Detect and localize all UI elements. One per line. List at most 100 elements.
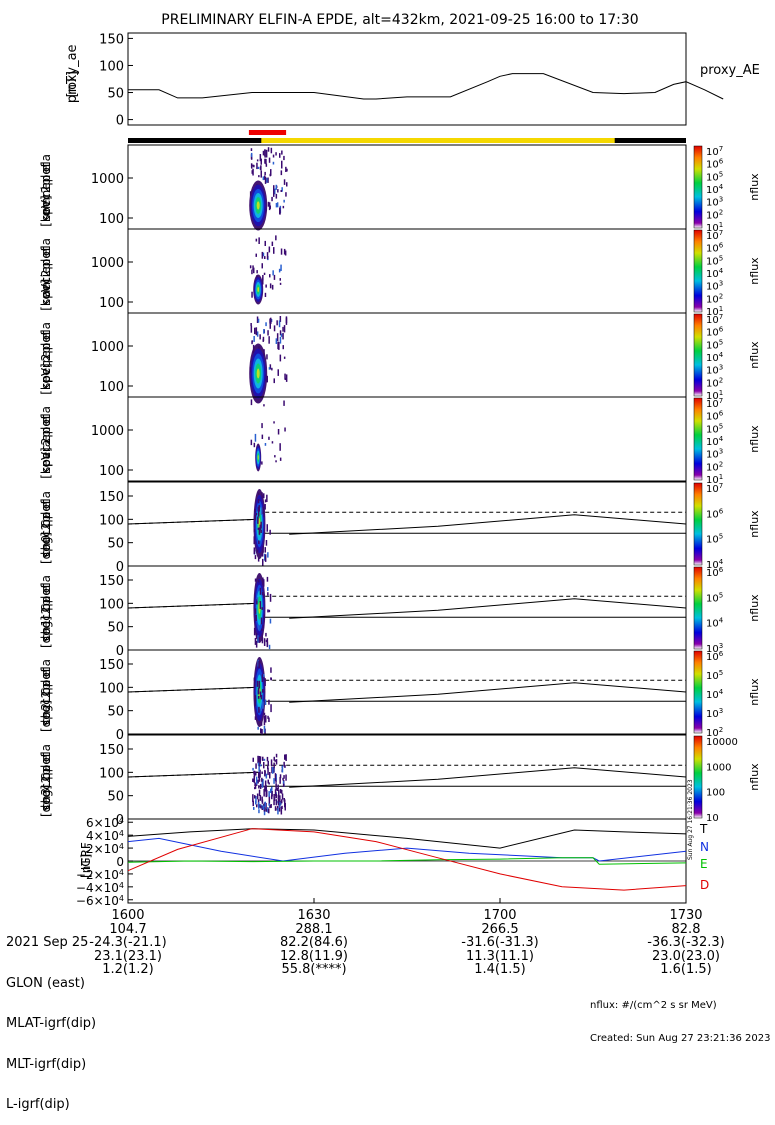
flux-pixel (275, 184, 277, 190)
flux-pixel (263, 805, 265, 810)
flux-pixel (276, 320, 278, 326)
flux-pixel (255, 253, 257, 257)
flux-pixel (275, 783, 277, 790)
flux-pixel (282, 777, 284, 781)
flux-pixel (285, 192, 287, 197)
flux-pixel (265, 322, 267, 327)
igrf-series-label-E: E (700, 857, 708, 871)
flux-pixel (269, 618, 272, 624)
flux-pixel (280, 801, 282, 805)
colorbar-tick-label: 102 (706, 292, 723, 305)
flux-pixel (263, 404, 265, 407)
flux-pixel (283, 761, 285, 767)
colorbar-tick-label: 105 (706, 254, 723, 267)
panel-frame (127, 649, 687, 735)
flux-pixel (273, 378, 275, 384)
colorbar-tick-label: 107 (706, 229, 723, 242)
flux-pixel (263, 329, 265, 334)
axis-label-line: en (39, 343, 53, 358)
flux-pixel (283, 248, 286, 255)
flux-pixel (279, 153, 281, 158)
flux-pixel (263, 674, 265, 677)
flux-pixel (261, 461, 263, 465)
footer-value: 1.4(1.5) (474, 962, 526, 977)
spectrogram-panel-0: elapefenspec2plotomni[keV]10001001071061… (39, 144, 761, 234)
flux-pixel (273, 794, 275, 801)
flux-pixel (275, 193, 278, 199)
igrf-series-label-N: N (700, 840, 709, 854)
pitch-90-line (289, 598, 687, 619)
flux-pixel (263, 272, 266, 275)
flux-pixel (265, 149, 268, 158)
flux-pixel (257, 527, 260, 530)
flux-pixel (250, 157, 253, 160)
elfin-summary-plot: PRELIMINARY ELFIN-A EPDE, alt=432km, 202… (39, 12, 761, 908)
flux-pixel (265, 540, 268, 546)
axis-label-line: ela (39, 659, 53, 677)
flux-pixel (254, 509, 256, 513)
spectrogram-panels: elapefenspec2plotomni[keV]10001001071061… (39, 144, 761, 828)
footer-value: 288.1 (295, 921, 333, 937)
y-tick-label: 100 (99, 464, 124, 479)
y-tick-label: 150 (99, 743, 124, 758)
axis-label-line: [keV] (39, 279, 53, 310)
colorbar-tick-label: 103 (706, 196, 723, 209)
axis-label-line: ela (39, 406, 53, 424)
panel-frame (127, 396, 687, 482)
colorbar-label: nflux (748, 425, 761, 453)
flux-pixel (265, 773, 268, 779)
flux-pixel (264, 504, 266, 510)
flux-pixel (260, 695, 263, 700)
flux-pixel (283, 155, 285, 161)
flux-pixel (267, 552, 269, 558)
colorbar-tick-label: 102 (706, 208, 723, 221)
flux-pixel (266, 641, 269, 648)
axis-label-line: ch1LC (39, 604, 53, 641)
igrf-panel: 6×1044×1042×1040−2×104−4×104−6×104IGRF[n… (76, 816, 709, 908)
flux-pixel (261, 674, 264, 682)
flux-pixel (275, 759, 278, 765)
flux-blob (257, 286, 260, 292)
flux-pixel (268, 336, 270, 344)
flux-pixel (269, 804, 271, 809)
flux-pixel (279, 336, 282, 344)
y-tick-label: 4×104 (86, 829, 124, 843)
flux-pixel (268, 795, 271, 804)
flux-pixel (276, 805, 279, 810)
colorbar-label: nflux (748, 257, 761, 285)
flux-pixel (252, 794, 254, 803)
colorbar-tick-label: 105 (706, 591, 723, 604)
flux-pixel (259, 661, 261, 664)
axis-label-line: pef (39, 752, 53, 772)
flux-pixel (278, 789, 280, 798)
y-tick-label: 2×104 (86, 842, 124, 856)
flux-pixel (258, 789, 261, 796)
flux-pixel (277, 808, 279, 815)
flux-pixel (264, 158, 266, 164)
spectrogram-panel-3: elapefenspec2plotpara[keV]10001001071061… (39, 396, 761, 486)
flux-pixel (255, 771, 257, 776)
axis-label-line: pa (39, 512, 53, 527)
flux-pixel (250, 325, 253, 333)
flux-pixel (263, 638, 266, 646)
footer-label-mlt: MLT-igrf(dip) (6, 1056, 87, 1072)
flux-pixel (264, 678, 266, 686)
flux-pixel (259, 769, 261, 778)
flux-pixel (259, 601, 262, 609)
flux-pixel (271, 196, 273, 202)
colorbar-tick-label: 106 (706, 326, 724, 339)
flux-pixel (283, 325, 286, 333)
flux-pixel (259, 804, 261, 808)
flux-pixel (255, 327, 258, 336)
axis-label-line: ela (39, 322, 53, 340)
flux-pixel (257, 625, 260, 630)
colorbar-tick-label: 105 (706, 669, 723, 682)
colorbar-label: nflux (748, 341, 761, 369)
flux-pixel (263, 716, 266, 723)
pitch-90-line (289, 767, 687, 788)
flux-pixel (253, 536, 255, 545)
flux-pixel (254, 327, 256, 335)
panel-frame (127, 481, 687, 567)
flux-pixel (281, 150, 283, 155)
